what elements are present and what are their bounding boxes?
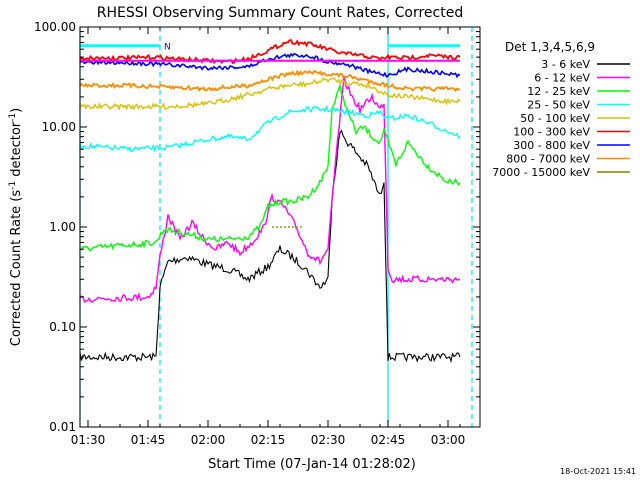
plot-area: N [79,27,473,427]
series-line-3 [79,105,461,153]
y-tick-label: 0.01 [49,420,76,434]
series-line-7 [79,69,461,93]
y-axis-label-exp1: -1 [8,181,18,190]
x-tick-label: 02:45 [371,433,406,447]
series-line-0 [79,129,461,364]
legend-title: Det 1,3,4,5,6,9 [505,40,595,54]
legend-label: 25 - 50 keV [527,99,590,112]
y-axis-label-end: ) [9,108,24,113]
y-axis-label-exp2: -1 [8,113,18,122]
series-line-2 [79,82,461,252]
x-tick-label: 02:30 [311,433,346,447]
x-tick-label: 01:45 [131,433,166,447]
legend-label: 7000 - 15000 keV [492,166,590,179]
series-line-4 [79,76,461,111]
x-tick-label: 03:00 [431,433,466,447]
legend-label: 12 - 25 keV [527,85,590,98]
legend-label: 100 - 300 keV [513,126,590,139]
y-tick-label: 0.10 [49,320,76,334]
y-tick-label: 10.00 [42,120,76,134]
y-axis-label: Corrected Count Rate (s-1 detector-1) [8,108,24,346]
legend-label: 50 - 100 keV [520,112,590,125]
y-axis-label-mid: detector [9,121,24,181]
x-tick-label: 02:15 [251,433,286,447]
legend-label: 800 - 7000 keV [506,153,590,166]
x-tick-label: 01:30 [71,433,106,447]
series-line-1 [79,75,461,303]
chart-title: RHESSI Observing Summary Count Rates, Co… [97,5,463,21]
decimation-flag-label: N [164,43,171,53]
legend-label: 6 - 12 keV [534,72,590,85]
y-axis-label-main: Corrected Count Rate (s [9,190,24,347]
timestamp: 18-Oct-2021 15:41 [560,467,636,476]
x-axis-label: Start Time (07-Jan-14 01:28:02) [208,457,416,472]
y-tick-label: 1.00 [49,220,76,234]
legend-label: 3 - 6 keV [541,58,590,71]
series-line-5 [79,39,461,65]
legend-label: 300 - 800 keV [513,139,590,152]
y-tick-label: 100.00 [34,20,76,34]
x-tick-label: 02:00 [191,433,226,447]
